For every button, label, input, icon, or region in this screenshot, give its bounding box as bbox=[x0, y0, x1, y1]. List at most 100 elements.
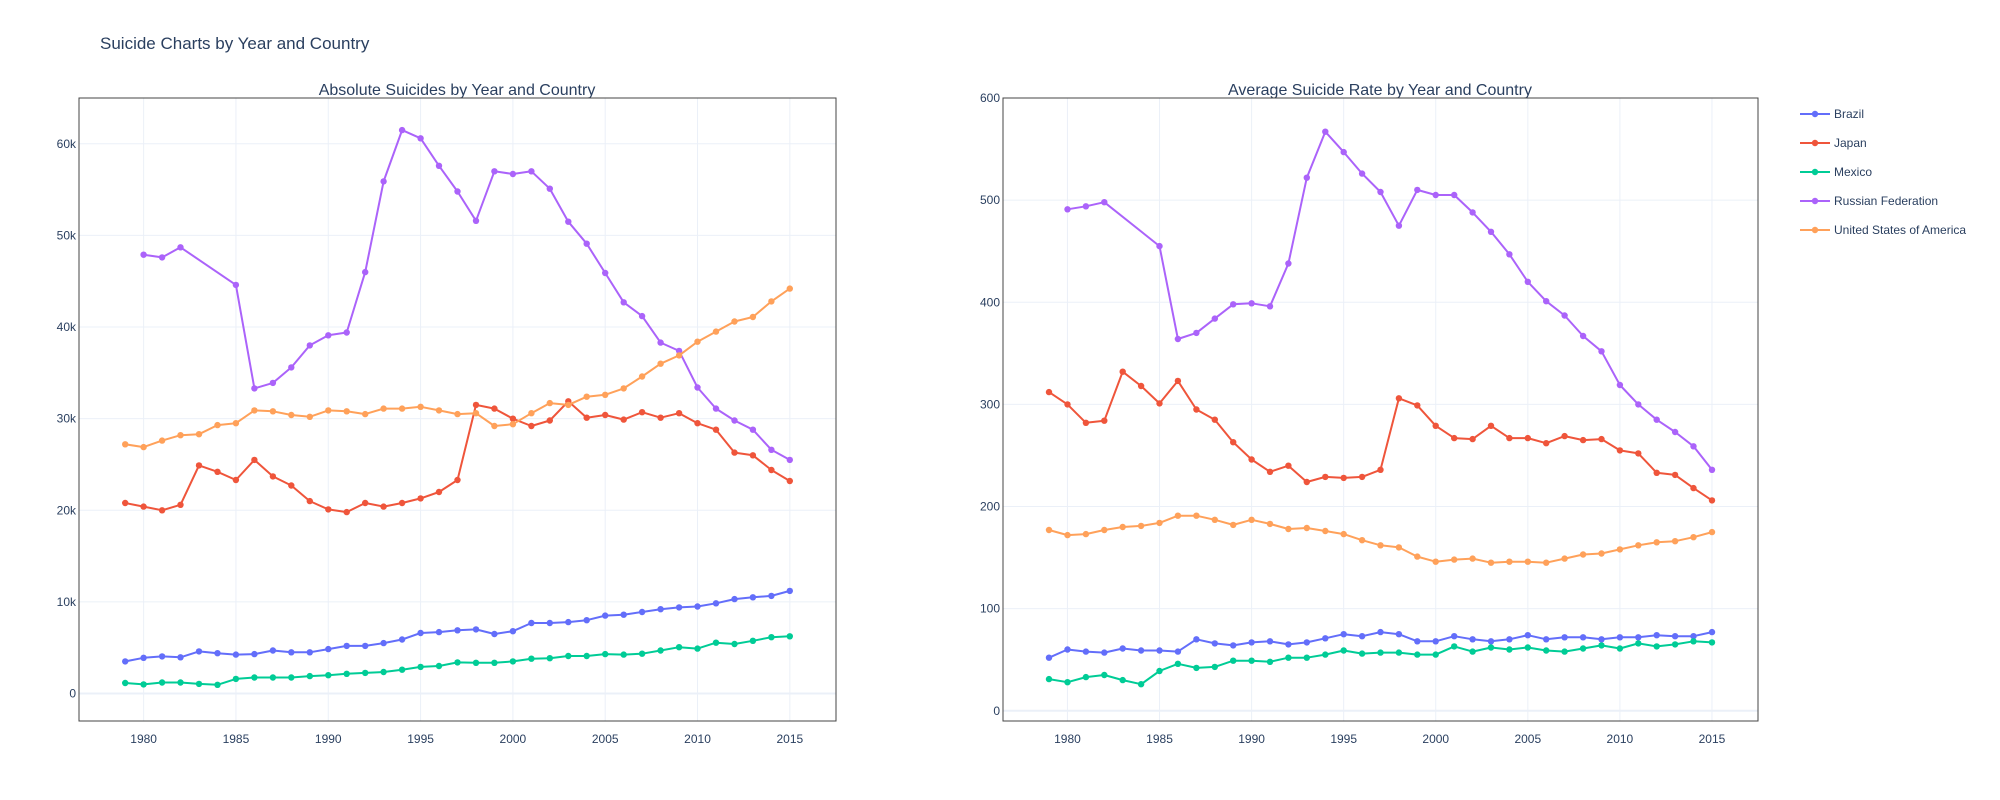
data-point-mexico[interactable] bbox=[1653, 643, 1660, 650]
data-point-united-states-of-america[interactable] bbox=[694, 338, 701, 345]
data-point-united-states-of-america[interactable] bbox=[546, 399, 553, 407]
data-point-brazil[interactable] bbox=[158, 653, 166, 660]
data-point-brazil[interactable] bbox=[1193, 636, 1200, 643]
data-point-united-states-of-america[interactable] bbox=[1451, 556, 1458, 563]
data-point-russian-federation[interactable] bbox=[1543, 298, 1550, 305]
data-point-mexico[interactable] bbox=[583, 652, 590, 660]
data-point-mexico[interactable] bbox=[1671, 641, 1679, 648]
data-point-united-states-of-america[interactable] bbox=[398, 405, 406, 412]
data-point-mexico[interactable] bbox=[1285, 654, 1292, 661]
data-point-mexico[interactable] bbox=[232, 675, 240, 683]
data-point-brazil[interactable] bbox=[1082, 648, 1090, 655]
data-point-japan[interactable] bbox=[472, 401, 480, 409]
data-point-japan[interactable] bbox=[1248, 456, 1255, 463]
data-point-mexico[interactable] bbox=[325, 672, 332, 679]
data-point-russian-federation[interactable] bbox=[232, 281, 240, 289]
data-point-russian-federation[interactable] bbox=[583, 240, 590, 247]
legend-item-mexico[interactable]: Mexico bbox=[1800, 165, 1872, 179]
data-point-mexico[interactable] bbox=[417, 663, 424, 671]
data-point-united-states-of-america[interactable] bbox=[712, 328, 720, 335]
data-point-mexico[interactable] bbox=[528, 655, 535, 662]
data-point-japan[interactable] bbox=[675, 410, 683, 417]
data-point-united-states-of-america[interactable] bbox=[749, 313, 757, 321]
data-point-brazil[interactable] bbox=[1524, 632, 1532, 639]
data-point-japan[interactable] bbox=[1358, 473, 1366, 481]
data-point-united-states-of-america[interactable] bbox=[1690, 534, 1697, 541]
data-point-brazil[interactable] bbox=[1487, 638, 1495, 645]
data-point-brazil[interactable] bbox=[398, 636, 406, 643]
data-point-mexico[interactable] bbox=[509, 658, 517, 665]
data-point-mexico[interactable] bbox=[638, 650, 646, 657]
data-point-russian-federation[interactable] bbox=[325, 332, 332, 339]
data-point-mexico[interactable] bbox=[565, 652, 572, 660]
data-point-russian-federation[interactable] bbox=[1598, 348, 1605, 355]
data-point-japan[interactable] bbox=[1064, 401, 1071, 408]
data-point-russian-federation[interactable] bbox=[657, 339, 664, 346]
data-point-united-states-of-america[interactable] bbox=[435, 407, 443, 414]
data-point-japan[interactable] bbox=[1653, 469, 1660, 476]
data-point-mexico[interactable] bbox=[122, 679, 129, 687]
data-point-brazil[interactable] bbox=[675, 604, 683, 611]
data-point-russian-federation[interactable] bbox=[1082, 203, 1090, 210]
data-point-mexico[interactable] bbox=[1248, 657, 1255, 664]
data-point-mexico[interactable] bbox=[1303, 654, 1311, 661]
data-point-mexico[interactable] bbox=[195, 680, 203, 688]
data-point-japan[interactable] bbox=[1082, 419, 1090, 426]
data-point-russian-federation[interactable] bbox=[620, 299, 627, 306]
data-point-russian-federation[interactable] bbox=[565, 218, 572, 225]
data-point-russian-federation[interactable] bbox=[731, 417, 738, 424]
data-point-russian-federation[interactable] bbox=[417, 135, 424, 142]
data-point-russian-federation[interactable] bbox=[1230, 301, 1237, 308]
data-point-japan[interactable] bbox=[1414, 402, 1421, 409]
data-point-japan[interactable] bbox=[638, 409, 646, 416]
data-point-mexico[interactable] bbox=[1193, 664, 1200, 672]
data-point-japan[interactable] bbox=[509, 415, 517, 422]
data-point-brazil[interactable] bbox=[140, 654, 147, 661]
data-point-united-states-of-america[interactable] bbox=[1543, 559, 1550, 566]
data-point-united-states-of-america[interactable] bbox=[1322, 527, 1329, 535]
data-point-mexico[interactable] bbox=[380, 668, 387, 676]
data-point-japan[interactable] bbox=[380, 503, 387, 510]
data-point-mexico[interactable] bbox=[1579, 645, 1587, 652]
data-point-japan[interactable] bbox=[1524, 434, 1532, 442]
legend-item-united-states-of-america[interactable]: United States of America bbox=[1800, 223, 1966, 237]
data-point-brazil[interactable] bbox=[1432, 638, 1439, 645]
data-point-japan[interactable] bbox=[362, 499, 369, 507]
data-point-united-states-of-america[interactable] bbox=[1506, 558, 1513, 565]
data-point-brazil[interactable] bbox=[528, 619, 535, 627]
data-point-mexico[interactable] bbox=[1487, 644, 1495, 651]
data-point-brazil[interactable] bbox=[1064, 646, 1071, 653]
data-point-russian-federation[interactable] bbox=[380, 178, 387, 185]
data-point-brazil[interactable] bbox=[251, 650, 258, 658]
data-point-brazil[interactable] bbox=[1395, 631, 1403, 638]
data-point-united-states-of-america[interactable] bbox=[1045, 526, 1053, 534]
data-point-mexico[interactable] bbox=[491, 659, 498, 666]
data-point-japan[interactable] bbox=[122, 499, 129, 507]
data-point-united-states-of-america[interactable] bbox=[1414, 553, 1421, 560]
data-point-brazil[interactable] bbox=[1285, 641, 1292, 648]
data-point-united-states-of-america[interactable] bbox=[1358, 537, 1366, 544]
data-point-mexico[interactable] bbox=[435, 662, 443, 670]
data-point-japan[interactable] bbox=[1119, 368, 1126, 375]
data-point-russian-federation[interactable] bbox=[1506, 251, 1513, 258]
data-point-japan[interactable] bbox=[1506, 434, 1513, 442]
data-point-united-states-of-america[interactable] bbox=[1708, 528, 1716, 536]
data-point-japan[interactable] bbox=[1266, 468, 1274, 475]
data-point-united-states-of-america[interactable] bbox=[1064, 531, 1071, 539]
data-point-mexico[interactable] bbox=[768, 634, 775, 641]
data-point-mexico[interactable] bbox=[1045, 675, 1053, 683]
data-point-brazil[interactable] bbox=[1211, 640, 1219, 647]
data-point-russian-federation[interactable] bbox=[509, 170, 517, 178]
data-point-russian-federation[interactable] bbox=[177, 244, 184, 251]
data-point-mexico[interactable] bbox=[158, 679, 166, 686]
data-point-japan[interactable] bbox=[546, 417, 553, 424]
data-point-mexico[interactable] bbox=[1082, 673, 1090, 681]
data-point-united-states-of-america[interactable] bbox=[232, 420, 240, 427]
data-point-united-states-of-america[interactable] bbox=[638, 373, 646, 380]
data-point-japan[interactable] bbox=[1690, 484, 1697, 492]
data-point-japan[interactable] bbox=[694, 420, 701, 427]
data-point-brazil[interactable] bbox=[583, 617, 590, 624]
data-point-united-states-of-america[interactable] bbox=[509, 421, 517, 428]
data-point-japan[interactable] bbox=[620, 416, 627, 423]
data-point-russian-federation[interactable] bbox=[398, 126, 406, 134]
